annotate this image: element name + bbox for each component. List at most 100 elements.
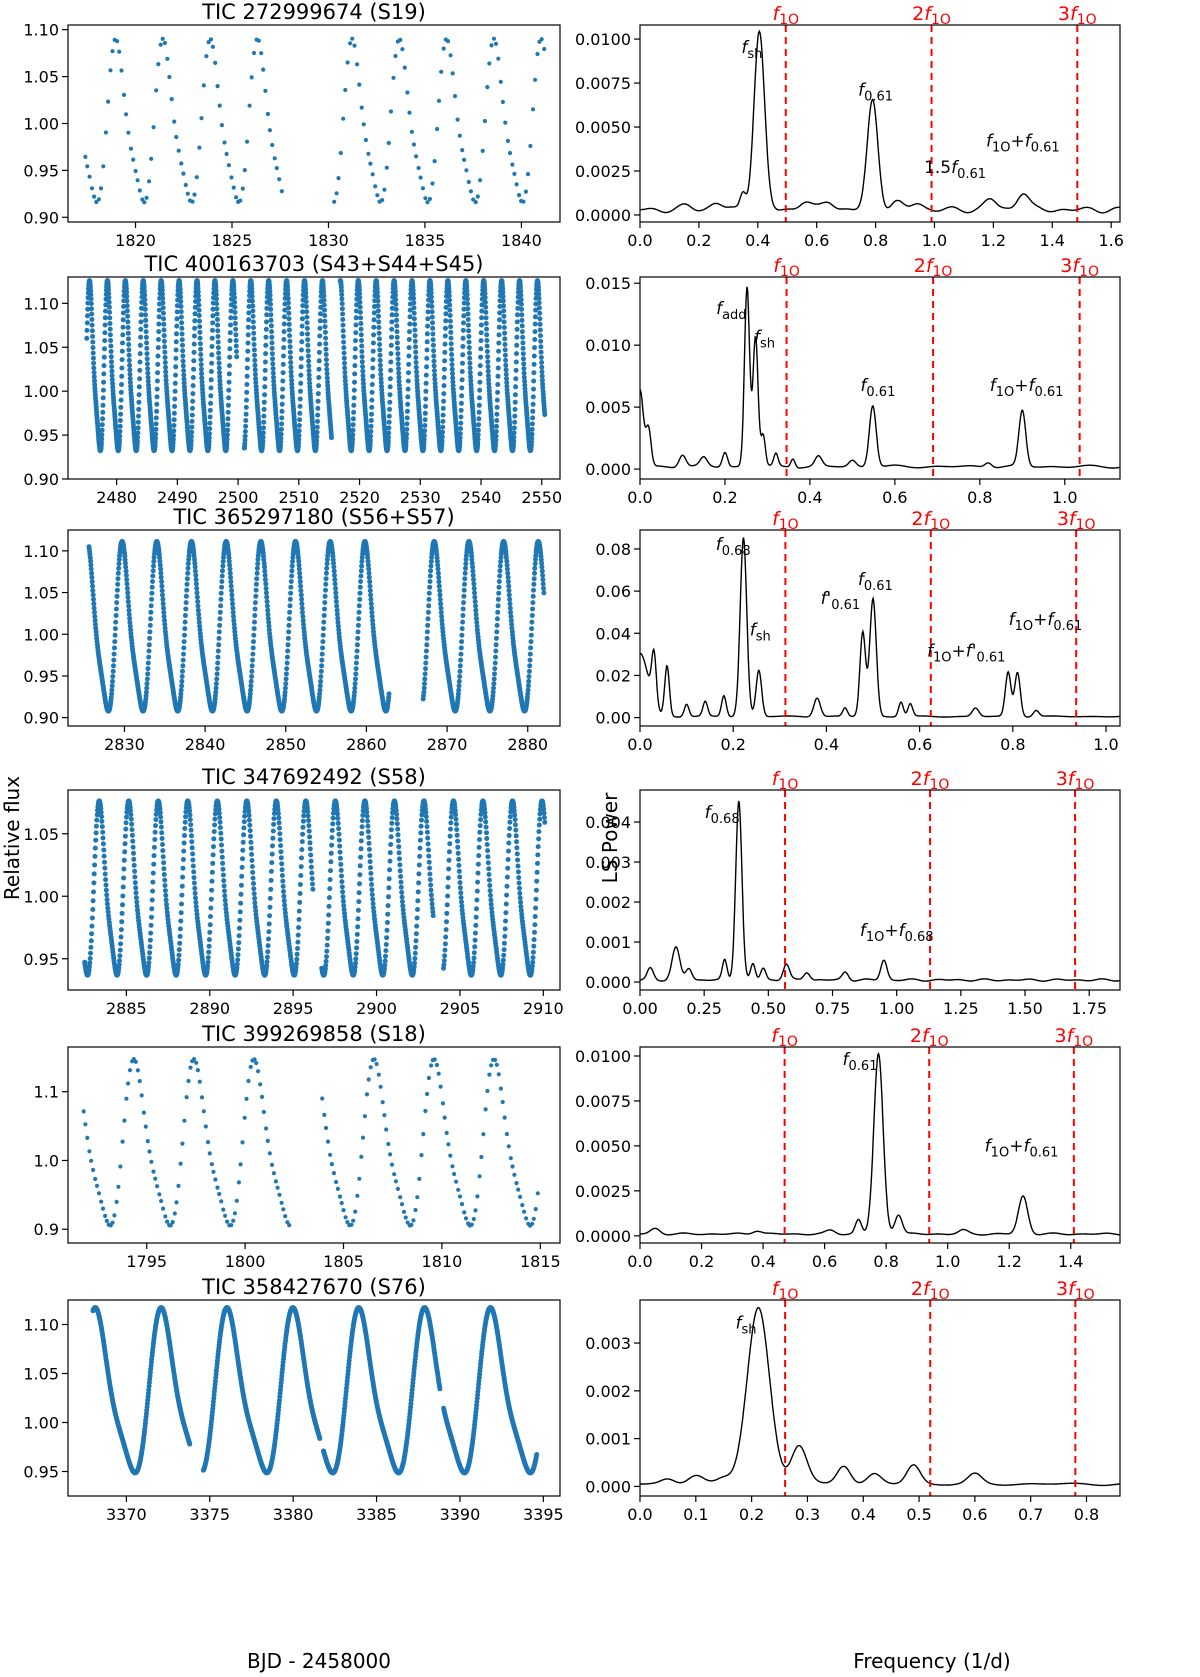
flux-point (384, 920, 390, 925)
flux-point (536, 305, 542, 311)
flux-point (163, 892, 169, 898)
flux-point (126, 611, 132, 617)
flux-point (215, 339, 221, 345)
flux-point (424, 829, 430, 835)
flux-point (222, 888, 227, 894)
flux-point (331, 564, 337, 570)
flux-point (260, 438, 266, 444)
flux-point (89, 915, 95, 921)
flux-point (188, 438, 194, 444)
flux-point (428, 563, 434, 569)
flux-point (148, 616, 154, 622)
flux-point (336, 837, 342, 843)
flux-point (220, 568, 225, 574)
flux-point (360, 381, 366, 387)
flux-point (243, 418, 249, 423)
flux-point (214, 676, 220, 682)
flux-point (171, 423, 177, 428)
flux-point (513, 376, 519, 382)
flux-point (483, 321, 489, 326)
flux-point (489, 43, 494, 48)
flux-point (427, 865, 433, 871)
flux-point (196, 616, 202, 621)
flux-point (444, 910, 450, 916)
flux-point (183, 593, 189, 599)
flux-point (231, 185, 236, 190)
flux-point (369, 887, 375, 893)
flux-point (156, 62, 161, 67)
flux-point (295, 932, 301, 938)
flux-point (315, 418, 320, 424)
flux-point (387, 376, 393, 382)
flux-point (537, 327, 543, 333)
flux-point (275, 807, 281, 813)
flux-point (252, 606, 258, 612)
flux-point (317, 341, 323, 347)
flux-point (174, 134, 179, 140)
flux-point (233, 326, 239, 332)
flux-point (134, 903, 140, 909)
flux-point (404, 408, 410, 414)
flux-point (91, 365, 97, 371)
flux-point (529, 421, 535, 427)
flux-point (174, 316, 180, 322)
flux-point (368, 596, 374, 602)
flux-point (478, 178, 483, 183)
flux-point (120, 317, 126, 323)
flux-point (459, 385, 465, 391)
flux-point (457, 663, 463, 669)
flux-point (296, 917, 302, 922)
flux-point (474, 897, 480, 903)
flux-point (320, 645, 325, 651)
flux-point (124, 112, 129, 117)
flux-point (252, 613, 258, 618)
flux-point (252, 904, 258, 910)
flux-point (149, 897, 155, 903)
flux-point (250, 651, 256, 657)
flux-point (211, 829, 217, 835)
flux-point (88, 566, 94, 572)
flux-point (131, 157, 136, 162)
flux-point (282, 693, 288, 699)
flux-point (334, 807, 340, 813)
flux-point (165, 56, 170, 61)
flux-point (182, 619, 188, 625)
flux-point (428, 286, 434, 292)
flux-point (341, 907, 347, 912)
flux-point (501, 947, 507, 953)
flux-point (208, 393, 214, 399)
flux-point (369, 397, 375, 403)
flux-point (237, 917, 243, 923)
flux-point (130, 838, 136, 844)
flux-point (176, 947, 182, 953)
flux-point (118, 927, 124, 933)
flux-point (541, 810, 547, 816)
flux-point (279, 189, 284, 194)
flux-point (321, 619, 327, 625)
x-tick-label: 1.2 (981, 231, 1006, 250)
flux-point (144, 361, 150, 367)
flux-point (477, 387, 483, 393)
flux-point (306, 372, 312, 378)
flux-point (236, 933, 242, 939)
flux-point (189, 845, 195, 851)
flux-point (103, 130, 108, 135)
flux-point (187, 812, 193, 818)
flux-point (358, 568, 364, 574)
flux-point (156, 321, 162, 327)
flux-point (520, 345, 526, 351)
flux-point (428, 290, 434, 296)
flux-point (322, 324, 328, 330)
flux-point (315, 405, 321, 411)
flux-point (135, 911, 141, 917)
flux-point (247, 828, 253, 834)
flux-point (529, 439, 535, 445)
flux-point (436, 574, 442, 580)
flux-point (190, 857, 196, 863)
x-tick-label: 2530 (400, 488, 441, 507)
flux-point (127, 380, 133, 385)
flux-point (411, 310, 417, 316)
flux-point (264, 594, 270, 600)
flux-point (450, 375, 456, 381)
flux-point (303, 294, 309, 300)
